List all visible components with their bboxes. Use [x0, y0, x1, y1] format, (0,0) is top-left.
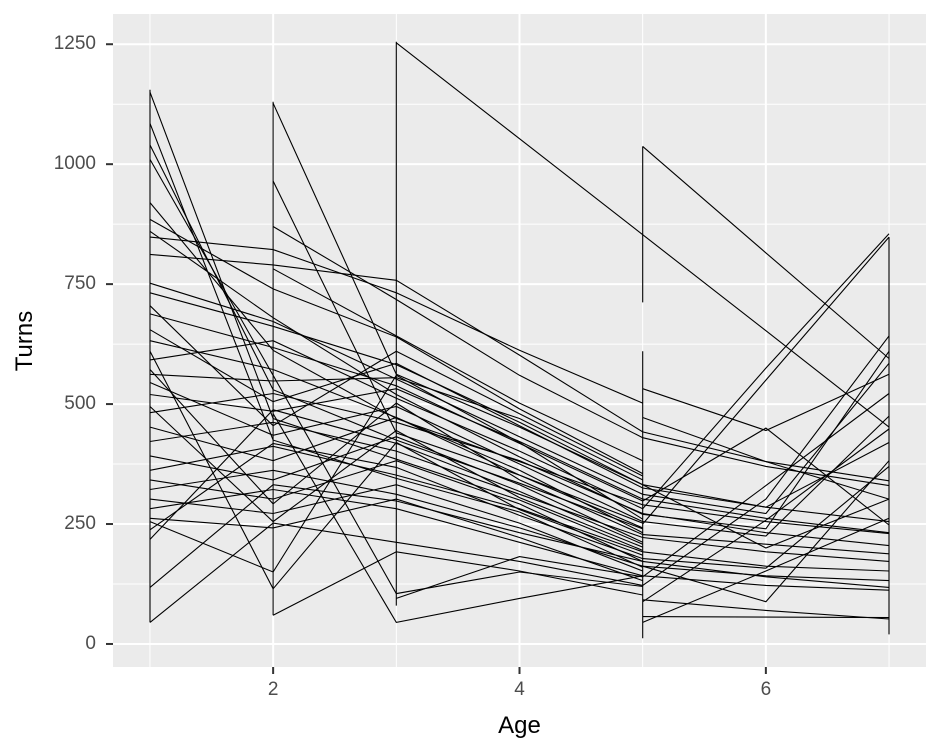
y-tick-label: 1000	[53, 153, 96, 175]
trajectory-line	[149, 406, 643, 548]
trajectory-line	[149, 460, 643, 562]
y-tick-label: 500	[64, 393, 96, 415]
x-tick-label: 4	[514, 679, 525, 700]
trajectory-line	[149, 522, 643, 623]
trajectory-line	[149, 488, 890, 591]
flat-bottom-a	[642, 616, 890, 619]
trajectory-line	[149, 484, 890, 588]
trajectory-line	[149, 329, 890, 508]
trajectory-line	[642, 428, 890, 603]
trajectory-line	[149, 282, 890, 515]
trajectory-line	[642, 460, 890, 603]
trajectory-line	[272, 268, 643, 462]
y-tick-label: 250	[64, 513, 96, 535]
x-tick-label: 2	[267, 679, 279, 700]
trajectory-line	[396, 393, 890, 599]
trajectory-line	[149, 373, 643, 481]
long-diagonal-from-3-top	[395, 42, 890, 428]
trajectory-line	[149, 469, 890, 582]
trajectory-line	[149, 388, 890, 534]
y-axis-title: Turns	[11, 310, 38, 371]
riser-to-7-top-b	[642, 233, 890, 510]
trajectory-line	[149, 340, 643, 510]
trajectory-line	[149, 421, 890, 562]
trajectory-line	[149, 236, 643, 404]
trajectory-line	[149, 484, 643, 572]
trajectory-line	[149, 92, 643, 551]
trajectory-line	[149, 202, 890, 535]
trajectory-line	[642, 517, 890, 623]
trajectory-line	[272, 180, 643, 524]
trajectory-line	[642, 416, 890, 500]
trajectory-line	[149, 381, 890, 537]
flat-bottom-b	[642, 599, 890, 620]
trajectory-line	[149, 374, 643, 573]
trajectory-line	[149, 230, 890, 530]
y-tick-label: 0	[85, 632, 96, 654]
trajectory-line	[149, 159, 643, 595]
trajectory-line	[149, 442, 890, 569]
diagonal-from-5-top	[642, 145, 890, 359]
trajectory-line	[149, 218, 643, 475]
trajectory-line	[149, 292, 890, 549]
riser-to-7-top-a	[642, 236, 890, 525]
trajectory-line	[149, 340, 643, 534]
x-tick-label: 6	[760, 679, 772, 700]
trajectory-line	[149, 313, 890, 526]
trajectory-line	[149, 392, 890, 547]
y-tick-label: 750	[64, 273, 96, 295]
y-tick-label: 1250	[53, 33, 96, 55]
trajectory-line	[149, 498, 643, 582]
trajectory-line	[149, 123, 643, 568]
trajectory-line	[642, 373, 890, 432]
trajectory-line	[149, 369, 890, 555]
trajectory-line	[149, 445, 890, 572]
trajectory-line	[149, 351, 643, 590]
x-axis-title: Age	[498, 712, 541, 739]
trajectory-line	[149, 305, 643, 477]
trajectory-line	[149, 409, 643, 545]
trajectory-line	[272, 551, 643, 616]
trajectory-line	[272, 413, 643, 624]
